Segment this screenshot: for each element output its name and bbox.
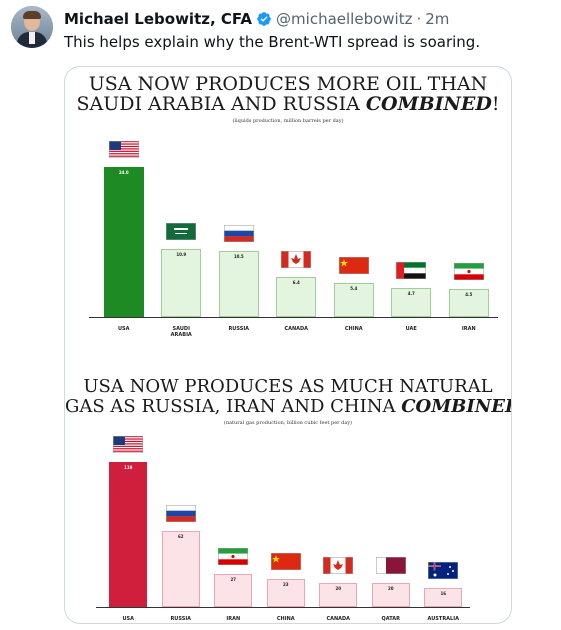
oil-category-label: UAE <box>405 326 417 332</box>
gas-bar-australia <box>424 587 463 607</box>
gas-chart: USA NOW PRODUCES AS MUCH NATURAL GAS AS … <box>65 367 511 623</box>
gas-bar-russia <box>161 531 200 607</box>
oil-chart-subtitle: (liquids production, million barrels per… <box>232 118 344 124</box>
gas-category-label: RUSSIA <box>170 616 192 622</box>
flag-russia-icon <box>223 225 254 243</box>
flag-uae-icon <box>396 261 427 279</box>
oil-bar-usa <box>103 167 144 317</box>
gas-value-label: 20 <box>335 585 342 591</box>
oil-bar-saudi-arabia <box>161 248 202 317</box>
oil-category-label: RUSSIA <box>228 326 250 332</box>
oil-chart-title: USA NOW PRODUCES MORE OIL THAN SAUDI ARA… <box>65 74 511 114</box>
oil-bar-russia <box>218 251 259 317</box>
author-handle[interactable]: @michaellebowitz <box>276 10 413 28</box>
oil-value-label: 10.9 <box>176 251 187 257</box>
timestamp[interactable]: 2m <box>425 10 450 28</box>
oil-value-label: 5.4 <box>350 286 358 292</box>
tweet-media-image[interactable]: USA NOW PRODUCES MORE OIL THAN SAUDI ARA… <box>64 66 512 624</box>
gas-chart-title: USA NOW PRODUCES AS MUCH NATURAL GAS AS … <box>65 377 511 417</box>
gas-category-label: CHINA <box>276 616 295 622</box>
gas-category-label: CANADA <box>326 616 351 622</box>
oil-category-label: USA <box>117 326 130 332</box>
oil-value-label: 6.4 <box>292 280 300 285</box>
gas-category-label: IRAN <box>226 616 241 622</box>
oil-baseline <box>89 317 498 318</box>
tweet-header: Michael Lebowitz, CFA @michaellebowitz ·… <box>64 9 449 29</box>
flag-usa-icon <box>113 436 144 453</box>
oil-category-label: CANADA <box>284 326 309 332</box>
gas-value-label: 62 <box>177 534 184 540</box>
gas-category-label: AUSTRALIA <box>427 616 459 622</box>
gas-bar-china <box>266 578 305 607</box>
gas-value-label: 119 <box>124 465 133 470</box>
flag-iran-icon <box>218 548 249 566</box>
gas-bar-qatar <box>371 582 410 607</box>
author-name[interactable]: Michael Lebowitz, CFA <box>64 10 253 28</box>
oil-value-label: 24.0 <box>118 170 129 175</box>
oil-chart: USA NOW PRODUCES MORE OIL THAN SAUDI ARA… <box>65 67 511 345</box>
gas-category-label: USA <box>122 616 135 622</box>
oil-value-label: 4.7 <box>407 290 415 296</box>
oil-bar-canada <box>276 277 317 317</box>
gas-value-label: 23 <box>282 581 289 587</box>
oil-value-label: 4.5 <box>465 291 473 297</box>
gas-value-label: 20 <box>387 585 394 591</box>
flag-iran-icon <box>453 262 484 280</box>
oil-title-line1: USA NOW PRODUCES MORE OIL THAN <box>88 73 488 95</box>
flag-canada-icon <box>281 251 312 268</box>
gas-title-line2: GAS AS RUSSIA, IRAN AND CHINA COMBINED! <box>65 396 512 417</box>
flag-usa-icon <box>108 141 139 158</box>
flag-australia-icon <box>428 561 459 579</box>
oil-bar-iran <box>448 288 489 317</box>
gas-value-label: 27 <box>230 577 237 583</box>
gas-title-line1: USA NOW PRODUCES AS MUCH NATURAL <box>83 376 493 397</box>
flag-china-icon <box>270 552 301 570</box>
gas-category-label: QATAR <box>381 616 400 622</box>
flag-canada-icon <box>323 556 354 574</box>
oil-category-label: CHINA <box>344 326 363 332</box>
oil-category-label: SAUDI ARABIA <box>170 326 192 338</box>
avatar[interactable] <box>11 6 53 48</box>
gas-bar-iran <box>214 574 253 607</box>
verified-badge-icon <box>257 12 271 26</box>
oil-bar-uae <box>391 287 432 317</box>
oil-category-label: IRAN <box>461 326 476 332</box>
flag-saudi-icon <box>166 222 197 240</box>
oil-title-line2: SAUDI ARABIA AND RUSSIA COMBINED! <box>76 93 500 115</box>
gas-bar-canada <box>319 582 358 607</box>
gas-baseline <box>96 607 470 608</box>
flag-russia-icon <box>165 505 196 523</box>
oil-value-label: 10.5 <box>233 254 244 260</box>
oil-bar-china <box>333 283 374 317</box>
separator-dot: · <box>416 10 422 28</box>
tweet-text: This helps explain why the Brent-WTI spr… <box>64 33 481 51</box>
gas-bar-usa <box>109 462 148 607</box>
flag-china-icon <box>338 257 369 275</box>
flag-qatar-icon <box>375 556 406 574</box>
gas-chart-subtitle: (natural gas production, billion cubic f… <box>223 420 353 426</box>
gas-value-label: 16 <box>440 590 447 596</box>
